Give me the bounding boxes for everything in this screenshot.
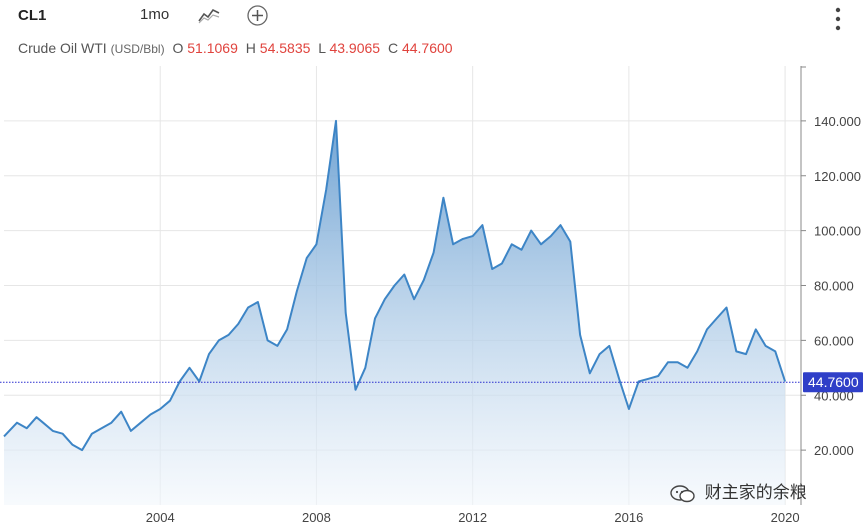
- price-chart[interactable]: 20.00040.00060.00080.000100.000120.00014…: [0, 64, 864, 527]
- close-value: 44.7600: [401, 40, 453, 56]
- plus-circle-icon[interactable]: [247, 5, 268, 26]
- y-tick-label: 120.000: [814, 169, 861, 184]
- instrument-unit: (USD/Bbl): [110, 42, 165, 56]
- line-chart-icon[interactable]: [198, 6, 220, 24]
- price-area: [4, 120, 786, 506]
- x-tick-label: 2016: [614, 510, 643, 525]
- x-tick-label: 2004: [146, 510, 175, 525]
- watermark-text: 财主家的余粮: [704, 483, 807, 502]
- instrument-name: Crude Oil WTI: [18, 40, 107, 56]
- symbol-label[interactable]: CL1: [18, 7, 47, 24]
- y-tick-label: 80.000: [814, 279, 854, 294]
- low-label: L: [318, 40, 326, 56]
- last-price-badge: 44.7600: [803, 372, 863, 393]
- y-tick-label: 100.000: [814, 224, 861, 239]
- x-tick-label: 2008: [302, 510, 331, 525]
- y-axis: 20.00040.00060.00080.000100.000120.00014…: [800, 66, 861, 505]
- watermark: 财主家的余粮: [670, 478, 807, 504]
- instrument-info: Crude Oil WTI (USD/Bbl) O 51.1069 H 54.5…: [18, 40, 453, 56]
- high-value: 54.5835: [259, 40, 311, 56]
- low-value: 43.9065: [329, 40, 381, 56]
- last-price-label: 44.7600: [808, 374, 859, 390]
- interval-selector[interactable]: 1mo: [140, 6, 170, 23]
- x-axis: 2004 2008 2012 2016 2020: [146, 510, 800, 525]
- high-label: H: [245, 40, 256, 56]
- open-label: O: [172, 40, 184, 56]
- chart-toolbar: CL1 1mo: [0, 0, 864, 34]
- price-line: [3, 119, 787, 452]
- wechat-icon: [670, 484, 695, 502]
- y-tick-label: 20.000: [814, 443, 854, 458]
- open-value: 51.1069: [187, 40, 238, 56]
- vertical-ellipsis-icon[interactable]: [830, 6, 846, 32]
- y-tick-label: 60.000: [814, 333, 854, 348]
- x-tick-label: 2012: [458, 510, 487, 525]
- x-tick-label: 2020: [771, 510, 800, 525]
- y-tick-label: 140.000: [814, 114, 861, 129]
- close-label: C: [387, 40, 399, 56]
